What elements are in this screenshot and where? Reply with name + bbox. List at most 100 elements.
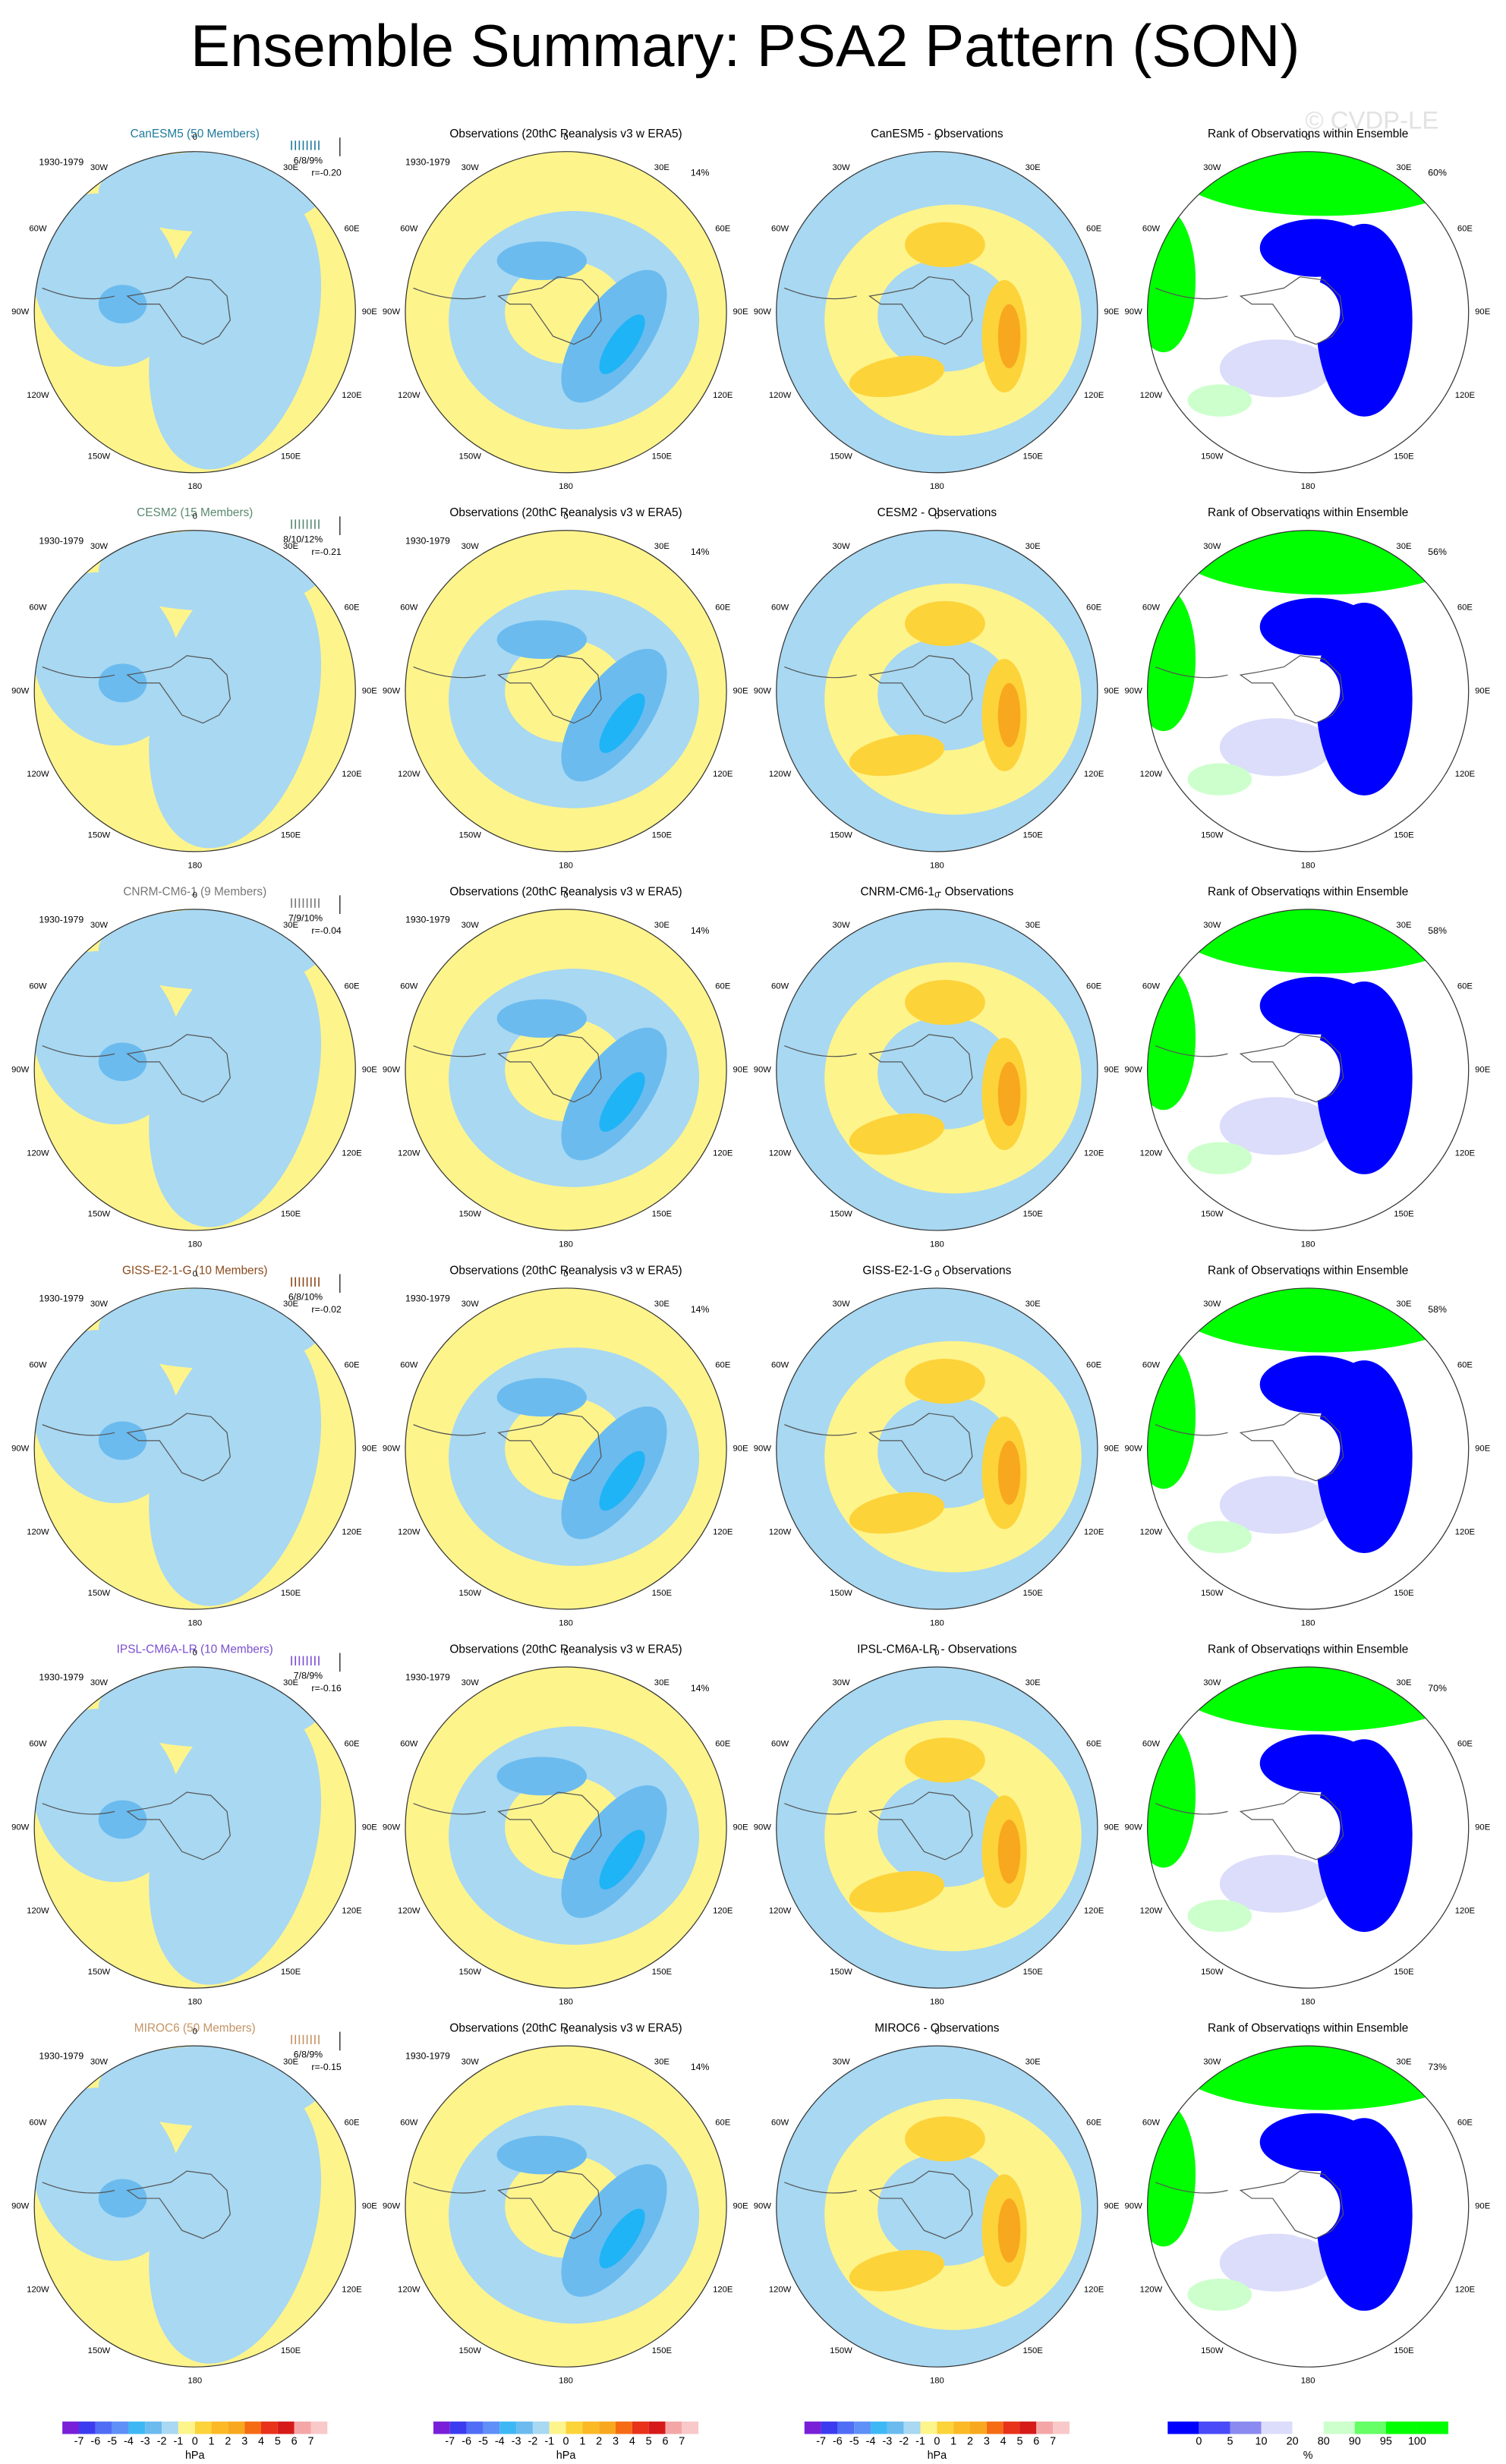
longitude-label: 30W xyxy=(462,542,480,551)
map-region xyxy=(1275,659,1341,723)
longitude-label: 150E xyxy=(1394,1968,1414,1977)
colorbar-label: -7 xyxy=(445,2436,455,2448)
colorbar-swatch xyxy=(599,2421,616,2434)
longitude-label: 90W xyxy=(1125,307,1143,317)
longitude-label: 120E xyxy=(1084,2286,1104,2295)
period-label: 1930-1979 xyxy=(405,535,450,546)
longitude-label: 90W xyxy=(1125,1065,1143,1074)
longitude-label: 180 xyxy=(187,1618,202,1627)
colorbar-swatch xyxy=(516,2421,533,2434)
colorbar-swatch xyxy=(1230,2421,1262,2434)
longitude-label: 150E xyxy=(1022,2346,1043,2355)
longitude-label: 30E xyxy=(283,163,299,172)
colorbar-swatch xyxy=(483,2421,500,2434)
map-region xyxy=(1147,1344,1196,1489)
colorbar-swatch xyxy=(854,2421,871,2434)
model-stats: 8/10/12% xyxy=(283,534,323,544)
longitude-label: 90W xyxy=(754,1065,772,1074)
longitude-label: 60W xyxy=(29,1740,47,1749)
colorbar-swatch xyxy=(549,2421,566,2434)
longitude-label: 30E xyxy=(1396,1678,1412,1687)
map-region xyxy=(1163,151,1469,216)
longitude-label: 120W xyxy=(769,1149,792,1158)
longitude-label: 60E xyxy=(1457,1361,1473,1370)
longitude-label: 150E xyxy=(281,831,301,840)
map-region xyxy=(1275,1038,1341,1102)
coastline xyxy=(868,655,973,724)
map-region xyxy=(1259,1355,1372,1413)
figure-title: Ensemble Summary: PSA2 Pattern (SON) xyxy=(191,12,1300,79)
longitude-label: 150E xyxy=(652,1968,673,1977)
longitude-label: 30E xyxy=(1396,2057,1412,2066)
colorbar-label: -1 xyxy=(544,2436,554,2448)
longitude-label: 0 xyxy=(193,1649,197,1658)
map xyxy=(1147,1667,1469,1989)
longitude-label: 90W xyxy=(11,2202,30,2211)
colorbar-label: -4 xyxy=(495,2436,505,2448)
period-label: 1930-1979 xyxy=(405,914,450,925)
longitude-label: 90E xyxy=(1475,2202,1491,2211)
longitude-label: 120E xyxy=(1455,1149,1476,1158)
map-border xyxy=(33,909,356,1231)
colorbar-swatch xyxy=(903,2421,921,2434)
longitude-label: 180 xyxy=(930,861,944,870)
map-border xyxy=(1147,909,1470,1231)
longitude-label: 60W xyxy=(1142,2119,1161,2128)
longitude-label: 120W xyxy=(1140,770,1163,779)
longitude-label: 90E xyxy=(1104,1823,1120,1832)
longitude-label: 150W xyxy=(1201,1210,1224,1219)
map-region xyxy=(997,1061,1021,1126)
longitude-label: 150W xyxy=(458,452,481,462)
map-region xyxy=(1275,1416,1341,1481)
colorbar-swatch xyxy=(1385,2421,1417,2434)
longitude-label: 60E xyxy=(344,1740,360,1749)
longitude-label: 120W xyxy=(398,2286,421,2295)
longitude-label: 150W xyxy=(458,1210,481,1219)
longitude-label: 120E xyxy=(713,1906,733,1915)
coastline xyxy=(126,276,231,345)
coastline xyxy=(497,1413,602,1482)
map-border xyxy=(405,1287,727,1610)
longitude-label: 90W xyxy=(1125,1444,1143,1453)
obs-title: Observations (20thC Reanalysis v3 w ERA5… xyxy=(449,128,682,140)
map-region xyxy=(1163,530,1469,595)
longitude-label: 30E xyxy=(654,1300,670,1309)
longitude-label: 120W xyxy=(1140,1906,1163,1915)
longitude-label: 30W xyxy=(1203,921,1221,930)
colorbar-swatch xyxy=(682,2421,699,2434)
longitude-label: 90E xyxy=(1104,1444,1120,1453)
coastline xyxy=(413,2182,486,2194)
colorbar-label: 90 xyxy=(1349,2436,1361,2448)
longitude-label: 150W xyxy=(1201,2346,1224,2355)
longitude-label: 30W xyxy=(90,2057,109,2066)
longitude-label: 0 xyxy=(934,890,939,900)
colorbar-label: -6 xyxy=(462,2436,471,2448)
longitude-label: 90E xyxy=(733,686,749,695)
longitude-label: 60W xyxy=(400,982,418,991)
colorbar-swatch xyxy=(1261,2421,1293,2434)
longitude-label: 30E xyxy=(654,2057,670,2066)
longitude-label: 60W xyxy=(1142,1740,1161,1749)
colorbar-swatch xyxy=(62,2421,79,2434)
colorbar-swatch xyxy=(1019,2421,1037,2434)
coastline xyxy=(1155,1424,1228,1436)
coastline xyxy=(1239,1034,1344,1103)
longitude-label: 0 xyxy=(563,133,568,142)
longitude-label: 180 xyxy=(930,2377,944,2386)
longitude-label: 30W xyxy=(832,163,850,172)
longitude-label: 60W xyxy=(400,603,418,612)
longitude-label: 120E xyxy=(713,1149,733,1158)
longitude-label: 30W xyxy=(462,1300,480,1309)
colorbar-label: 7 xyxy=(1050,2436,1056,2448)
map xyxy=(405,151,727,473)
map xyxy=(405,909,727,1230)
longitude-label: 0 xyxy=(934,1649,939,1658)
map-region xyxy=(1163,2046,1469,2110)
longitude-label: 90W xyxy=(11,307,30,317)
longitude-label: 150E xyxy=(1394,1210,1414,1219)
difference-title: CESM2 - Observations xyxy=(877,506,997,519)
period-label: 1930-1979 xyxy=(405,2051,450,2062)
colorbar-label: -7 xyxy=(74,2436,84,2448)
colorbar-label: 1 xyxy=(950,2436,956,2448)
colorbar-label: -6 xyxy=(90,2436,100,2448)
